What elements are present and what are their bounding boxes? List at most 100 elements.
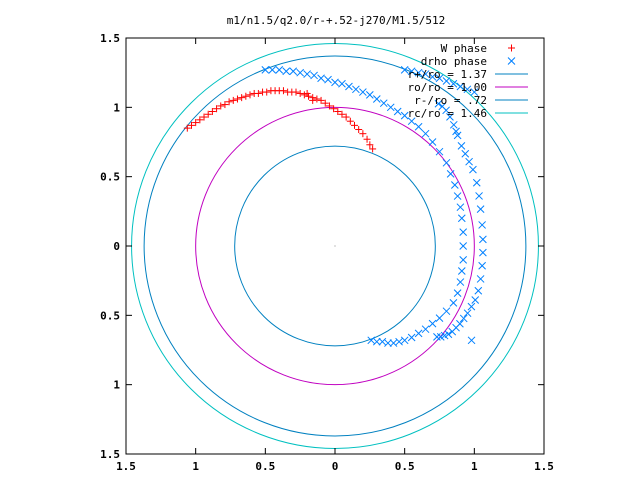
w-phase-point <box>346 117 354 125</box>
drho-phase-point <box>450 181 459 189</box>
marker-stroke <box>446 113 454 121</box>
marker-stroke <box>465 157 473 166</box>
w-phase-point <box>363 135 371 143</box>
circle-rro <box>143 55 527 437</box>
marker-stroke <box>472 178 481 187</box>
marker-stroke <box>457 142 466 150</box>
marker-stroke <box>400 336 409 345</box>
marker-stroke <box>310 71 318 80</box>
w-phase-point <box>309 96 317 104</box>
w-phase-point <box>183 124 191 132</box>
drho-phase-point <box>352 85 360 94</box>
drho-phase-point <box>421 325 430 334</box>
marker-stroke <box>452 127 460 136</box>
marker-stroke <box>400 111 409 120</box>
w-phase-point <box>338 110 346 118</box>
drho-phase-point <box>310 71 318 80</box>
marker-stroke <box>449 298 458 307</box>
drho-phase-point <box>442 307 451 316</box>
w-phase-point <box>296 89 304 97</box>
marker-stroke <box>459 314 468 323</box>
drho-phase-point <box>479 248 487 257</box>
w-phase-point <box>187 121 195 129</box>
marker-stroke <box>393 107 402 116</box>
marker-stroke <box>372 95 381 103</box>
legend-label: ro/ro = 1.00 <box>408 81 487 94</box>
marker-stroke <box>331 78 339 87</box>
marker-stroke <box>478 221 486 229</box>
drho-phase-point <box>386 103 395 112</box>
marker-stroke <box>469 165 477 174</box>
w-phase-point <box>242 92 250 100</box>
drho-phase-point <box>472 178 481 187</box>
y-tick-label: 0 <box>113 240 120 253</box>
w-phase-point <box>317 96 325 104</box>
x-tick-label: 1 <box>192 460 199 473</box>
drho-phase-point <box>268 66 277 74</box>
marker-stroke <box>474 286 483 295</box>
w-phase-point <box>325 102 333 110</box>
drho-phase-point <box>449 120 458 129</box>
w-phase-point <box>225 98 233 106</box>
marker-stroke <box>407 117 416 126</box>
marker-stroke <box>479 248 487 257</box>
drho-phase-point <box>384 339 392 347</box>
marker-stroke <box>414 68 423 77</box>
marker-stroke <box>450 181 459 189</box>
w-phase-point <box>366 141 374 149</box>
w-phase-point <box>233 95 241 103</box>
drho-phase-point <box>282 67 291 76</box>
w-phase-point <box>204 110 212 118</box>
drho-phase-point <box>449 79 458 88</box>
w-phase-point <box>342 113 350 121</box>
marker-stroke <box>282 67 291 76</box>
drho-phase-point <box>459 256 468 264</box>
drho-phase-point <box>317 74 325 83</box>
drho-phase-point <box>275 66 284 74</box>
marker-stroke <box>338 79 346 88</box>
drho-phase-point <box>456 82 465 91</box>
w-phase-point <box>334 107 342 115</box>
drho-phase-point <box>365 90 374 99</box>
drho-phase-point <box>461 149 470 158</box>
marker-stroke <box>435 314 444 322</box>
marker-stroke <box>365 90 374 99</box>
drho-phase-point <box>407 333 416 342</box>
drho-phase-point <box>261 66 270 74</box>
w-phase-point <box>196 116 204 124</box>
x-tick-label: 1.5 <box>534 460 554 473</box>
w-phase-point <box>355 126 363 134</box>
drho-phase-point <box>372 337 381 346</box>
drho-phase-point <box>467 302 476 311</box>
marker-stroke <box>400 66 409 74</box>
w-phase-point <box>351 121 359 129</box>
marker-stroke <box>459 256 468 264</box>
y-tick-label: 1 <box>113 379 120 392</box>
marker-stroke <box>421 129 430 138</box>
drho-phase-point <box>414 329 423 338</box>
drho-phase-point <box>474 286 483 295</box>
marker-stroke <box>359 88 367 96</box>
drho-phase-point <box>372 95 381 103</box>
marker-stroke <box>261 66 270 74</box>
drho-phase-point <box>442 106 450 115</box>
marker-stroke <box>395 337 403 346</box>
marker-stroke <box>303 70 311 78</box>
drho-phase-point <box>442 158 451 167</box>
drho-phase-point <box>400 111 409 120</box>
drho-phase-point <box>446 113 454 121</box>
w-phase-point <box>369 145 377 153</box>
w-phase-point <box>221 101 229 109</box>
marker-stroke <box>449 120 458 129</box>
drho-phase-point <box>400 336 409 345</box>
x-tick-label: 0 <box>332 460 339 473</box>
marker-stroke <box>345 82 353 91</box>
drho-phase-point <box>457 214 466 223</box>
marker-stroke <box>407 67 416 76</box>
marker-stroke <box>352 85 360 94</box>
legend-label: W phase <box>441 42 487 55</box>
drho-phase-point <box>338 79 346 88</box>
marker-stroke <box>275 66 284 74</box>
drho-phase-point <box>324 75 332 84</box>
ticks-layer: 1.5 1 0.5 0 0.5 1 1.51.510.500.511.5 <box>100 32 554 473</box>
